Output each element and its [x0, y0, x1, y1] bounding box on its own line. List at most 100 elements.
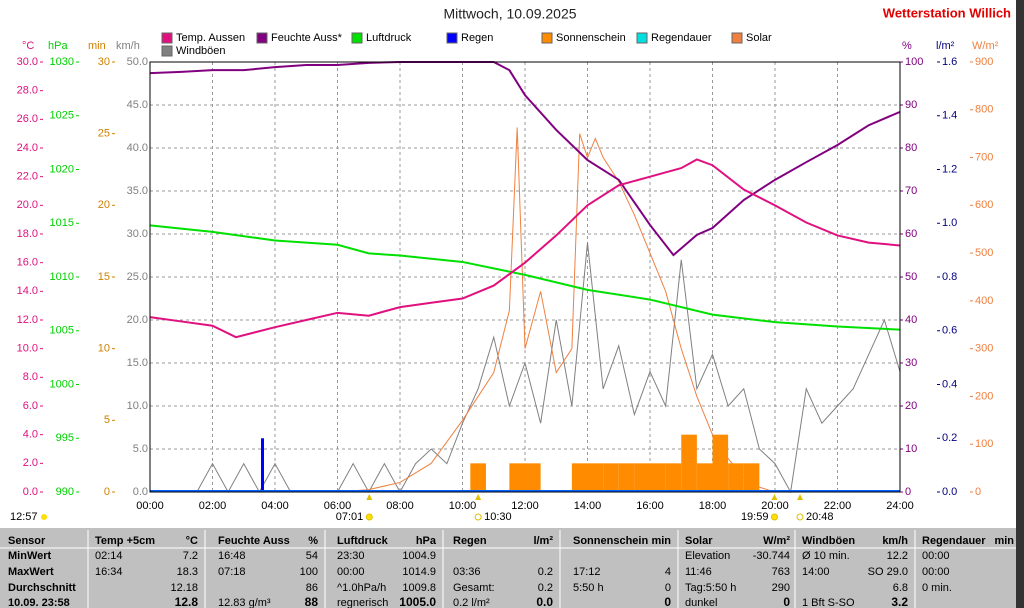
cell-value: -30.744: [753, 550, 790, 562]
y-tick-label: 24.0: [17, 142, 38, 154]
legend-label: Luftdruck: [366, 32, 412, 44]
x-tick-label: 04:00: [261, 500, 289, 512]
cell-note: 1 Bft S-SO: [802, 597, 855, 608]
event-icon: [474, 513, 482, 521]
y-tick-label: 10: [98, 343, 110, 355]
legend-swatch: [161, 32, 173, 44]
y-tick-label: 0.6: [942, 325, 957, 337]
cell-value: 0: [665, 582, 671, 594]
y-tick-label: 30.0: [127, 228, 148, 240]
y-tick-label: 35.0: [127, 185, 148, 197]
bar: [587, 463, 604, 492]
y-tick-label: 400: [975, 295, 993, 307]
y-tick-label: 50.0: [127, 56, 148, 68]
cell-note: 5:50 h: [573, 582, 604, 594]
cell-note: 14:00: [802, 566, 830, 578]
table-header: Windböen: [802, 535, 855, 547]
y-tick-label: 25.0: [127, 271, 148, 283]
y-tick-label: 28.0: [17, 85, 38, 97]
cell-note: 00:00: [922, 566, 950, 578]
y-tick-label: 0.0: [23, 486, 38, 498]
y-tick-label: 22.0: [17, 171, 38, 183]
y-tick-label: 40: [905, 314, 917, 326]
series-line: [149, 158, 901, 339]
cell-value: 12.8: [175, 595, 199, 608]
cell-note: 00:00: [922, 550, 950, 562]
y-tick-label: 5.0: [133, 443, 148, 455]
legend-swatch: [541, 32, 553, 44]
cell-value: 0.2: [538, 582, 553, 594]
x-tick-label: 02:00: [199, 500, 227, 512]
table-header: Sensor: [8, 535, 46, 547]
cell-note: ^1.0hPa/h: [337, 582, 386, 594]
y-tick-label: 1010: [50, 271, 74, 283]
y-tick-label: 0.8: [942, 271, 957, 283]
legend-swatch: [161, 45, 173, 57]
x-tick-label: 18:00: [699, 500, 727, 512]
cell-note: 0.2 l/m²: [453, 597, 490, 608]
row-label: MaxWert: [8, 566, 54, 578]
y-tick-label: 60: [905, 228, 917, 240]
cell-note: 00:00: [337, 566, 365, 578]
table-background: [0, 528, 1016, 608]
axis-unit: min: [88, 40, 106, 52]
cell-note: regnerisch: [337, 597, 388, 608]
y-tick-label: 25: [98, 128, 110, 140]
row-label: Durchschnitt: [8, 582, 76, 594]
legend-label: Regendauer: [651, 32, 712, 44]
y-tick-label: 1020: [50, 163, 74, 175]
y-tick-label: 80: [905, 142, 917, 154]
cell-note: 0 min.: [922, 582, 952, 594]
sun-icon: [41, 514, 47, 520]
cell-value: 0: [783, 595, 790, 608]
table-header: Regendauer: [922, 535, 986, 547]
legend-label: Windböen: [176, 45, 226, 57]
y-tick-label: 1030: [50, 56, 74, 68]
legend-swatch: [446, 32, 458, 44]
edge-strip: [1016, 0, 1024, 608]
bar: [618, 463, 635, 492]
y-tick-label: 0: [905, 486, 911, 498]
table-header: Sonnenschein: [573, 535, 648, 547]
cell-note: 17:12: [573, 566, 601, 578]
bar: [509, 463, 525, 492]
cell-value: 1004.9: [402, 550, 436, 562]
y-tick-label: 700: [975, 151, 993, 163]
bar: [665, 463, 682, 492]
cell-value: 3.2: [891, 595, 908, 608]
x-tick-label: 20:00: [761, 500, 789, 512]
cell-note: 23:30: [337, 550, 365, 562]
event-marker: [797, 494, 803, 500]
cell-value: 18.3: [177, 566, 198, 578]
y-tick-label: 6.0: [23, 400, 38, 412]
legend-label: Feuchte Auss*: [271, 32, 343, 44]
cell-note: 11:46: [685, 566, 712, 578]
event-label: 19:59: [741, 511, 769, 523]
x-tick-label: 00:00: [136, 500, 164, 512]
table-header-unit: min: [651, 535, 671, 547]
y-tick-label: 200: [975, 390, 993, 402]
y-tick-label: 1.2: [942, 163, 957, 175]
cell-note: 03:36: [453, 566, 481, 578]
table-header-unit: min: [994, 535, 1014, 547]
plot: 00:00 02:00 04:00 06:00 08:00 10:00 12:00 14:00…: [10, 32, 999, 523]
bar: [650, 463, 666, 492]
cell-value: SO 29.0: [868, 566, 908, 578]
axis-unit: l/m²: [936, 40, 955, 52]
y-tick-label: 30: [98, 56, 110, 68]
y-tick-label: 300: [975, 343, 993, 355]
cell-value: 290: [772, 582, 790, 594]
table-header: Luftdruck: [337, 535, 389, 547]
table-header: Regen: [453, 535, 487, 547]
y-tick-label: 995: [56, 432, 74, 444]
bar: [712, 434, 729, 492]
axis-unit: %: [902, 40, 912, 52]
day-length: 12:57: [10, 511, 38, 523]
event-label: 10:30: [484, 511, 512, 523]
y-tick-label: 500: [975, 247, 993, 259]
x-tick-label: 06:00: [324, 500, 352, 512]
legend-label: Solar: [746, 32, 772, 44]
table-header-unit: l/m²: [533, 535, 553, 547]
cell-value: 88: [305, 595, 319, 608]
